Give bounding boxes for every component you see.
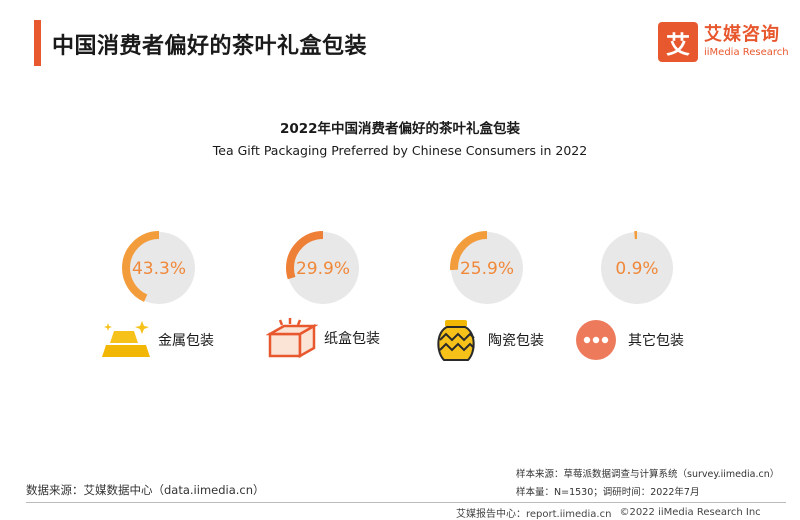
logo-cn-text: 艾媒咨询 <box>704 24 780 45</box>
data-source-note: 数据来源：艾媒数据中心（data.iimedia.cn） <box>26 483 265 497</box>
legend-item-other: 其它包装 <box>570 318 684 362</box>
copyright-text: ©2022 iiMedia Research Inc <box>619 507 761 518</box>
chart-title: 2022年中国消费者偏好的茶叶礼盒包装 <box>279 121 521 137</box>
donut-track <box>451 232 523 304</box>
donut-arc <box>286 231 360 305</box>
donut-arc <box>450 231 524 305</box>
donut-arc <box>600 231 674 305</box>
legend-label-paper: 纸盒包装 <box>324 331 380 347</box>
ceramic-pot-icon <box>430 318 482 362</box>
cardboard-box-icon <box>266 316 318 360</box>
sample-source-note: 样本来源：草莓派数据调查与计算系统（survey.iimedia.cn） <box>516 469 780 480</box>
legend-item-ceramic: 陶瓷包装 <box>430 318 544 362</box>
sample-info-note: 样本量：N=1530；调研时间：2022年7月 <box>516 487 700 498</box>
donut-track <box>601 232 673 304</box>
gold-bars-icon <box>100 318 152 362</box>
donut-track <box>287 232 359 304</box>
more-dots-icon <box>570 318 622 362</box>
legend-label-metal: 金属包装 <box>158 333 214 349</box>
footer-divider <box>26 502 786 503</box>
donut-arc <box>122 231 196 305</box>
donut-3: 25.9% <box>450 231 524 305</box>
iimedia-logo: 艾 艾媒咨询 iiMedia Research <box>658 22 789 62</box>
donut-value-label: 29.9% <box>296 259 350 279</box>
donut-value-label: 43.3% <box>132 259 186 279</box>
report-center-link[interactable]: 艾媒报告中心：report.iimedia.cn <box>456 509 612 520</box>
footer-bar: 艾媒报告中心：report.iimedia.cn ©2022 iiMedia R… <box>456 505 769 520</box>
donut-2: 29.9% <box>286 231 360 305</box>
donut-value-label: 0.9% <box>615 259 658 279</box>
page-title: 中国消费者偏好的茶叶礼盒包装 <box>52 34 368 59</box>
legend-label-other: 其它包装 <box>628 333 684 349</box>
legend-item-metal: 金属包装 <box>100 318 214 362</box>
logo-en-text: iiMedia Research <box>704 47 789 58</box>
donut-track <box>123 232 195 304</box>
donut-4: 0.9% <box>600 231 674 305</box>
legend-item-paper: 纸盒包装 <box>266 316 380 360</box>
legend-label-ceramic: 陶瓷包装 <box>488 333 544 349</box>
title-accent-bar <box>34 20 41 66</box>
donut-1: 43.3% <box>122 231 196 305</box>
donut-value-label: 25.9% <box>460 259 514 279</box>
chart-subtitle: Tea Gift Packaging Preferred by Chinese … <box>212 143 588 158</box>
logo-mark: 艾 <box>658 22 698 62</box>
